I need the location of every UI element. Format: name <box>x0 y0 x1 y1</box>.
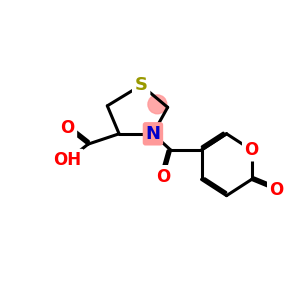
Text: O: O <box>156 167 170 185</box>
Text: O: O <box>269 181 284 199</box>
Text: O: O <box>244 141 259 159</box>
Circle shape <box>143 124 162 143</box>
Text: S: S <box>135 76 148 94</box>
Text: O: O <box>60 119 75 137</box>
Circle shape <box>148 95 167 114</box>
Text: OH: OH <box>53 151 82 169</box>
Text: N: N <box>146 125 160 143</box>
